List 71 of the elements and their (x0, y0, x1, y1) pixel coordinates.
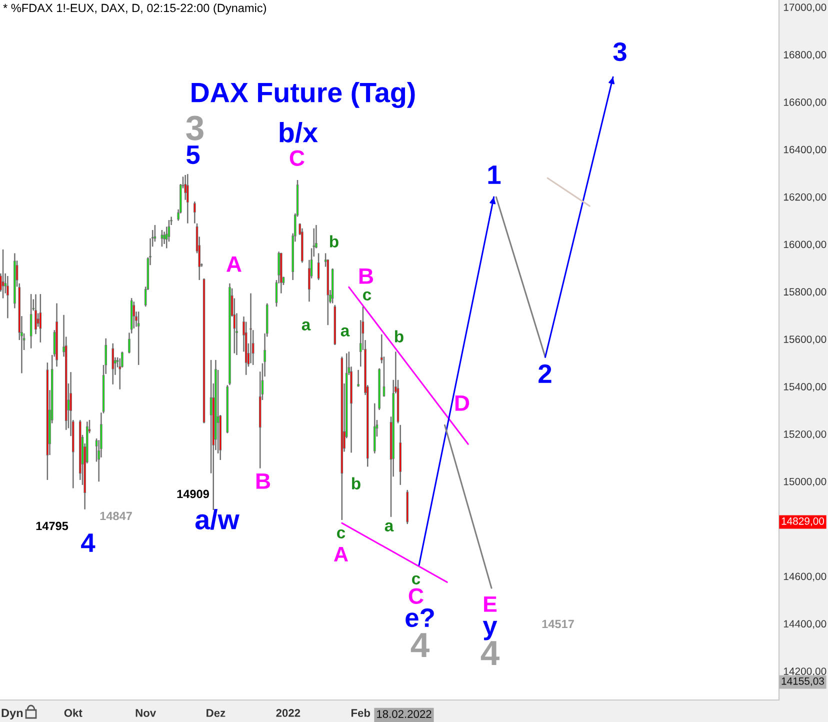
y-tick-label: 16600,00 (784, 98, 826, 108)
x-tick-label: Okt (64, 708, 82, 717)
annotation: e? (406, 608, 434, 628)
candlestick (39, 293, 42, 344)
annotation: b (352, 477, 360, 490)
y-tick-label: 14600,00 (784, 572, 826, 582)
x-tick-label: Dez (206, 709, 226, 717)
candlestick (34, 294, 37, 335)
annotation: 14909 (177, 490, 209, 498)
text: 18.02.2022 (377, 710, 432, 718)
annotation: 2 (538, 364, 552, 383)
y-tick-label: 17000,00 (784, 4, 826, 12)
text: 14829,00 (782, 517, 824, 526)
annotation: c (363, 291, 372, 300)
candlestick (250, 292, 252, 364)
annotation: A (226, 256, 242, 272)
candlestick (132, 301, 136, 330)
annotation: 3 (613, 42, 626, 62)
text: 14155,03 (782, 677, 824, 686)
candlestick (357, 369, 360, 388)
y-tick-label: 15600,00 (784, 336, 826, 344)
y-tick-label: 16200,00 (784, 193, 826, 202)
annotation: 4 (410, 633, 430, 657)
annotation: a (384, 522, 394, 532)
annotation: * %FDAX 1!-EUX, DAX, D, 02:15-22:00 (Dynamic) (3, 4, 266, 14)
y-tick-label: 15400,00 (784, 383, 826, 392)
annotation: C (290, 150, 304, 166)
text: DAX Future (Tag) (192, 82, 415, 108)
annotation: 4 (81, 534, 96, 552)
y-tick-label: 16000,00 (784, 240, 826, 250)
candlestick (6, 275, 9, 319)
y-tick-label: 15800,00 (784, 288, 826, 297)
text: Dyn (2, 708, 23, 720)
annotation: 3 (186, 116, 204, 140)
candlestick (186, 173, 189, 224)
candlestick (36, 312, 40, 328)
candlestick (2, 248, 4, 299)
annotation: B (256, 473, 270, 489)
annotation: 1 (488, 166, 501, 184)
y-tick-label: 15200,00 (784, 430, 826, 440)
annotation: E (484, 596, 497, 612)
annotation: c (337, 529, 346, 538)
y-tick-label: 16800,00 (784, 51, 826, 60)
annotation: 14517 (542, 620, 574, 628)
annotation: C (408, 588, 424, 604)
x-tick-label: Feb (351, 708, 370, 717)
y-tick-label: 15000,00 (784, 478, 826, 486)
y-tick-label: 16400,00 (784, 146, 826, 154)
candlestick (112, 342, 114, 386)
annotation: y (482, 620, 498, 640)
annotation: a/w (195, 509, 240, 530)
y-tick-label: 14400,00 (784, 620, 826, 629)
x-tick-label: Nov (136, 709, 156, 717)
annotation: b (330, 235, 338, 248)
candlestick (194, 200, 196, 224)
annotation: 5 (186, 146, 200, 164)
annotation: c (412, 575, 420, 584)
annotation: b/x (280, 122, 318, 143)
annotation: a (302, 321, 311, 330)
candlestick (137, 310, 140, 366)
annotation: a (340, 327, 350, 336)
candlestick (30, 293, 32, 349)
annotation: b (395, 330, 404, 342)
candlestick (160, 229, 164, 248)
annotation: B (359, 268, 374, 284)
annotation: A (334, 547, 348, 562)
annotation: 14847 (100, 512, 132, 520)
annotation: 14795 (36, 522, 68, 530)
annotation: 4 (480, 641, 500, 665)
y-tick-label: 14200,00 (784, 668, 826, 676)
x-tick-label: 2022 (276, 709, 300, 717)
